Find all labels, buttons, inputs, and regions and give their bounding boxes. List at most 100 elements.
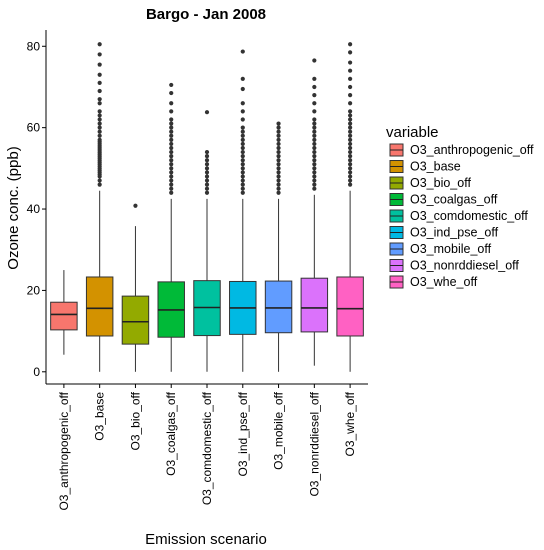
outlier-point xyxy=(169,137,174,142)
legend-key xyxy=(389,226,404,239)
outlier-point xyxy=(348,101,353,106)
outlier-point xyxy=(204,154,210,159)
outlier-point xyxy=(169,129,174,134)
box xyxy=(50,301,78,331)
outlier-point xyxy=(204,186,210,191)
outlier-point xyxy=(276,170,281,175)
x-tick-label: O3_bio_off xyxy=(128,391,142,450)
legend-label: O3_ind_pse_off xyxy=(410,226,499,240)
outlier-point xyxy=(204,162,210,167)
outlier-point xyxy=(97,182,102,187)
box-group xyxy=(229,49,257,372)
outlier-point xyxy=(312,133,317,138)
outlier-point xyxy=(276,137,281,142)
x-tick-label: O3_comdomestic_off xyxy=(200,391,214,505)
outlier-point xyxy=(312,162,317,167)
outlier-point xyxy=(312,58,317,63)
outlier-point xyxy=(348,50,353,55)
outlier-point xyxy=(97,137,102,142)
box-group xyxy=(121,203,150,372)
outlier-point xyxy=(97,88,102,94)
outlier-point xyxy=(312,145,317,151)
outlier-point xyxy=(348,149,353,155)
box xyxy=(121,295,150,345)
box-group xyxy=(264,121,293,372)
outlier-point xyxy=(348,174,353,179)
outlier-point xyxy=(204,110,210,115)
outlier-point xyxy=(240,158,245,163)
outlier-point xyxy=(97,72,102,77)
outlier-point xyxy=(276,158,281,163)
outlier-point xyxy=(348,182,353,187)
y-tick-label: 80 xyxy=(27,39,41,53)
legend-label: O3_comdomestic_off xyxy=(410,209,528,223)
outlier-point xyxy=(348,117,353,122)
outlier-point xyxy=(204,178,210,183)
outlier-point xyxy=(348,137,353,142)
outlier-point xyxy=(240,125,245,130)
outlier-point xyxy=(169,158,174,163)
outlier-point xyxy=(276,178,281,183)
outlier-point xyxy=(312,137,317,142)
outlier-point xyxy=(312,166,317,171)
legend-label: O3_nonrddiesel_off xyxy=(410,259,519,273)
outlier-point xyxy=(276,145,281,151)
outlier-point xyxy=(240,141,245,147)
outlier-point xyxy=(169,125,174,130)
box xyxy=(300,277,329,333)
outlier-point xyxy=(276,149,281,155)
outlier-point xyxy=(240,109,245,114)
outlier-point xyxy=(97,52,102,57)
outlier-point xyxy=(240,178,245,183)
box-group xyxy=(336,42,364,372)
outlier-point xyxy=(169,145,174,151)
outlier-point xyxy=(169,109,174,114)
outlier-point xyxy=(169,82,174,88)
outlier-point xyxy=(169,182,174,187)
box xyxy=(336,276,364,337)
outlier-point xyxy=(276,174,281,179)
outlier-point xyxy=(348,158,353,163)
outlier-point xyxy=(240,170,245,175)
outlier-point xyxy=(133,203,138,208)
outlier-point xyxy=(97,109,102,114)
outlier-point xyxy=(97,97,102,102)
legend-key xyxy=(389,160,404,173)
outlier-point xyxy=(348,170,353,175)
outlier-point xyxy=(240,133,245,138)
outlier-point xyxy=(240,117,245,122)
x-tick-label: O3_ind_pse_off xyxy=(236,391,250,476)
outlier-point xyxy=(97,117,102,122)
outlier-point xyxy=(240,76,245,81)
outlier-point xyxy=(348,129,353,134)
outlier-point xyxy=(312,182,317,187)
outlier-point xyxy=(169,149,174,155)
outlier-point xyxy=(348,113,353,118)
outlier-point xyxy=(312,170,317,175)
outlier-point xyxy=(348,68,353,73)
outlier-point xyxy=(240,137,245,142)
outlier-point xyxy=(240,174,245,179)
outlier-point xyxy=(169,101,174,106)
x-axis: O3_anthropogenic_off O3_base O3_bio_off O3_… xyxy=(46,383,368,511)
outlier-point xyxy=(169,162,174,167)
outlier-point xyxy=(348,125,353,130)
outlier-point xyxy=(240,149,245,155)
legend-key xyxy=(389,209,404,223)
chart-title: Bargo - Jan 2008 xyxy=(146,6,266,23)
y-tick-label: 60 xyxy=(27,121,41,135)
outlier-point xyxy=(276,186,281,191)
outlier-point xyxy=(97,113,102,118)
outlier-point xyxy=(169,186,174,191)
y-tick-label: 40 xyxy=(27,202,41,216)
outlier-point xyxy=(204,174,210,179)
outlier-point xyxy=(169,90,174,96)
outlier-point xyxy=(97,121,102,126)
outlier-point xyxy=(240,129,245,134)
outlier-point xyxy=(312,158,317,163)
outlier-point xyxy=(204,149,210,155)
outlier-point xyxy=(312,178,317,183)
outlier-point xyxy=(169,190,174,195)
outlier-point xyxy=(312,154,317,159)
